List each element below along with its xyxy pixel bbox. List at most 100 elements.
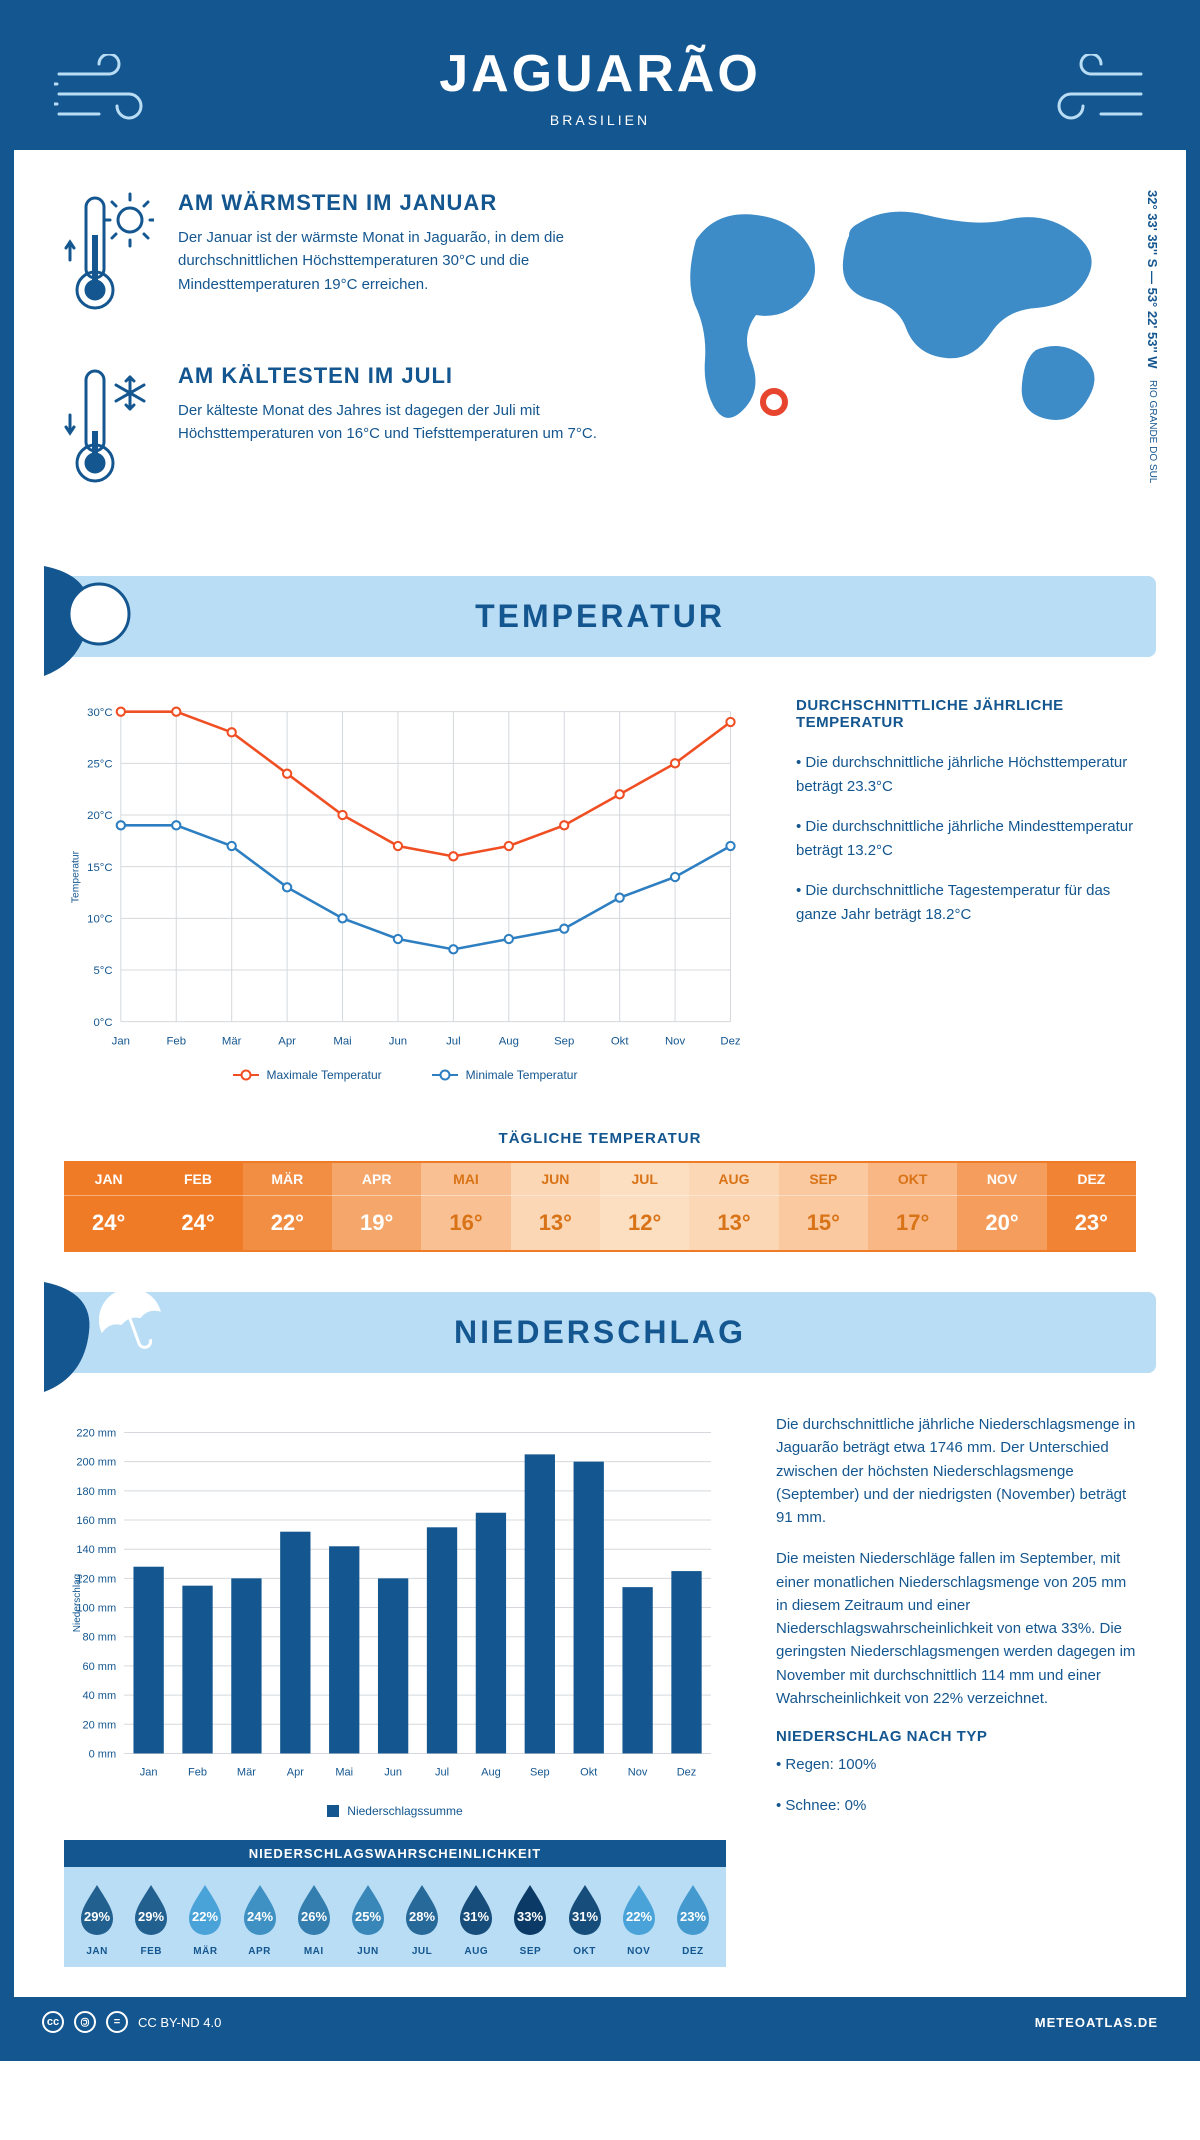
prob-drop: 29%FEB — [126, 1881, 176, 1957]
temp-heading: TEMPERATUR — [44, 598, 1156, 635]
svg-text:Jan: Jan — [112, 1035, 130, 1047]
svg-text:25%: 25% — [355, 1909, 381, 1924]
svg-text:Feb: Feb — [188, 1767, 207, 1779]
daily-cell: APR19° — [332, 1163, 421, 1250]
header: JAGUARÃO BRASILIEN — [14, 14, 1186, 150]
precip-legend: Niederschlagssumme — [64, 1804, 726, 1818]
svg-text:160 mm: 160 mm — [76, 1515, 116, 1527]
svg-text:Apr: Apr — [278, 1035, 296, 1047]
svg-text:Mär: Mär — [222, 1035, 242, 1047]
svg-text:Sep: Sep — [554, 1035, 574, 1047]
temp-legend: #lg-max::after{border-color:#f04e23}Maxi… — [64, 1068, 746, 1082]
svg-text:Jun: Jun — [389, 1035, 407, 1047]
prob-drop: 25%JUN — [343, 1881, 393, 1957]
sun-icon — [44, 566, 174, 676]
thermometer-snow-icon — [64, 363, 154, 498]
svg-text:5°C: 5°C — [93, 965, 112, 977]
svg-text:Aug: Aug — [499, 1035, 519, 1047]
daily-cell: MAI16° — [421, 1163, 510, 1250]
daily-cell: NOV20° — [957, 1163, 1046, 1250]
svg-text:Sep: Sep — [530, 1767, 550, 1779]
svg-text:200 mm: 200 mm — [76, 1457, 116, 1469]
svg-text:Jun: Jun — [384, 1767, 402, 1779]
svg-text:31%: 31% — [463, 1909, 489, 1924]
svg-text:22%: 22% — [626, 1909, 652, 1924]
svg-text:Nov: Nov — [628, 1767, 648, 1779]
coldest-text: Der kälteste Monat des Jahres ist dagege… — [178, 399, 616, 446]
svg-text:23%: 23% — [680, 1909, 706, 1924]
daily-cell: AUG13° — [689, 1163, 778, 1250]
license-text: CC BY-ND 4.0 — [138, 2015, 221, 2030]
infographic-container: JAGUARÃO BRASILIEN AM WÄRMSTEN IM JANUAR… — [0, 0, 1200, 2061]
svg-text:0°C: 0°C — [93, 1017, 112, 1029]
svg-text:Jan: Jan — [140, 1767, 158, 1779]
precip-type-heading: NIEDERSCHLAG NACH TYP — [776, 1728, 1136, 1745]
prob-drop: 28%JUL — [397, 1881, 447, 1957]
svg-text:Dez: Dez — [720, 1035, 741, 1047]
wind-icon — [1036, 54, 1146, 134]
daily-cell: DEZ23° — [1047, 1163, 1136, 1250]
svg-text:Mai: Mai — [333, 1035, 351, 1047]
svg-text:Mai: Mai — [335, 1767, 353, 1779]
precip-heading: NIEDERSCHLAG — [44, 1314, 1156, 1351]
prob-drop: 31%AUG — [451, 1881, 501, 1957]
svg-text:33%: 33% — [517, 1909, 543, 1924]
svg-text:140 mm: 140 mm — [76, 1544, 116, 1556]
thermometer-sun-icon — [64, 190, 154, 325]
svg-text:Okt: Okt — [611, 1035, 630, 1047]
svg-text:20°C: 20°C — [87, 810, 112, 822]
prob-title: NIEDERSCHLAGSWAHRSCHEINLICHKEIT — [64, 1840, 726, 1867]
license-block: cc 🄯 = CC BY-ND 4.0 — [42, 2011, 221, 2033]
umbrella-icon — [44, 1282, 174, 1392]
daily-cell: SEP15° — [779, 1163, 868, 1250]
prob-drop: 22%MÄR — [180, 1881, 230, 1957]
nd-icon: = — [106, 2011, 128, 2033]
daily-cell: MÄR22° — [243, 1163, 332, 1250]
warmest-fact: AM WÄRMSTEN IM JANUAR Der Januar ist der… — [64, 190, 616, 325]
coord-value: 32° 33' 35'' S — 53° 22' 53'' W — [1145, 190, 1160, 369]
temp-bullet: • Die durchschnittliche jährliche Höchst… — [796, 751, 1136, 799]
temperature-line-chart: 0°C5°C10°C15°C20°C25°C30°CJanFebMärAprMa… — [64, 697, 746, 1057]
site-name: METEOATLAS.DE — [1035, 2015, 1158, 2030]
svg-text:29%: 29% — [138, 1909, 164, 1924]
precip-type-rain: • Regen: 100% — [776, 1753, 1136, 1776]
svg-text:30°C: 30°C — [87, 707, 112, 719]
daily-cell: OKT17° — [868, 1163, 957, 1250]
svg-text:26%: 26% — [301, 1909, 327, 1924]
by-icon: 🄯 — [74, 2011, 96, 2033]
svg-text:0 mm: 0 mm — [89, 1748, 117, 1760]
precip-banner: NIEDERSCHLAG — [44, 1292, 1156, 1373]
coordinates: 32° 33' 35'' S — 53° 22' 53'' W RIO GRAN… — [1145, 190, 1160, 484]
warmest-title: AM WÄRMSTEN IM JANUAR — [178, 190, 616, 216]
temp-banner: TEMPERATUR — [44, 576, 1156, 657]
wind-icon — [54, 54, 164, 134]
svg-text:60 mm: 60 mm — [82, 1661, 116, 1673]
svg-text:31%: 31% — [572, 1909, 598, 1924]
daily-cell: JUL12° — [600, 1163, 689, 1250]
cc-icon: cc — [42, 2011, 64, 2033]
temp-section: 0°C5°C10°C15°C20°C25°C30°CJanFebMärAprMa… — [14, 657, 1186, 1112]
precip-legend-label: Niederschlagssumme — [347, 1804, 462, 1818]
coldest-title: AM KÄLTESTEN IM JULI — [178, 363, 616, 389]
svg-text:220 mm: 220 mm — [76, 1427, 116, 1439]
daily-cell: JAN24° — [64, 1163, 153, 1250]
prob-drop: 31%OKT — [560, 1881, 610, 1957]
temp-bullet: • Die durchschnittliche Tagestemperatur … — [796, 879, 1136, 927]
prob-drop: 26%MAI — [289, 1881, 339, 1957]
svg-text:Okt: Okt — [580, 1767, 597, 1779]
world-map-icon — [656, 190, 1136, 460]
svg-text:15°C: 15°C — [87, 862, 112, 874]
svg-text:Dez: Dez — [677, 1767, 697, 1779]
svg-text:Aug: Aug — [481, 1767, 501, 1779]
prob-drop: 33%SEP — [505, 1881, 555, 1957]
svg-text:Temperatur: Temperatur — [70, 850, 81, 903]
svg-text:Mär: Mär — [237, 1767, 256, 1779]
coord-region: RIO GRANDE DO SUL — [1147, 380, 1158, 483]
svg-text:10°C: 10°C — [87, 913, 112, 925]
temp-info-heading: DURCHSCHNITTLICHE JÄHRLICHE TEMPERATUR — [796, 697, 1136, 731]
footer: cc 🄯 = CC BY-ND 4.0 METEOATLAS.DE — [14, 1997, 1186, 2047]
svg-text:40 mm: 40 mm — [82, 1690, 116, 1702]
daily-cell: JUN13° — [511, 1163, 600, 1250]
svg-text:24%: 24% — [247, 1909, 273, 1924]
page-subtitle: BRASILIEN — [14, 112, 1186, 128]
